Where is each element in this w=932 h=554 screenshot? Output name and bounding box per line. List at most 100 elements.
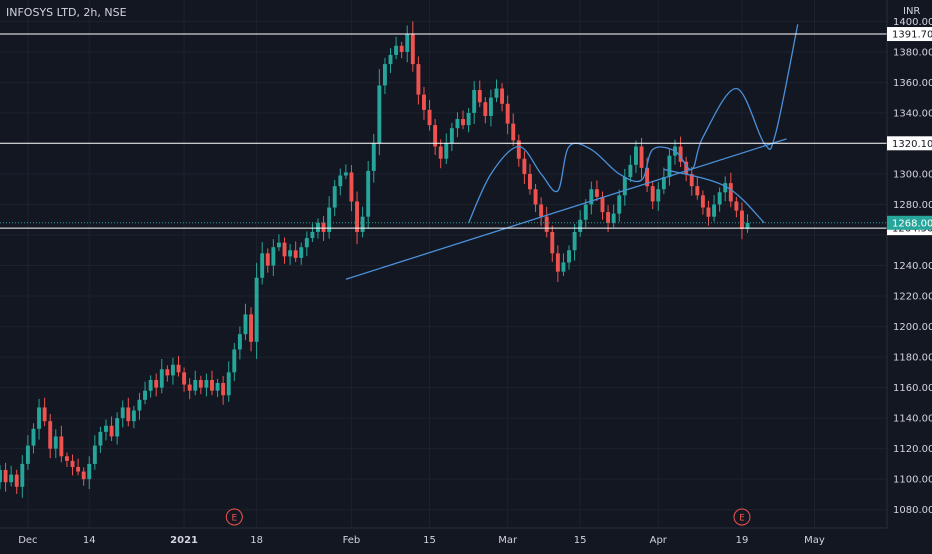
candle[interactable]	[567, 250, 571, 263]
candle[interactable]	[343, 172, 348, 176]
candle[interactable]	[187, 384, 192, 391]
candle[interactable]	[321, 222, 326, 232]
candle[interactable]	[377, 85, 382, 144]
candle[interactable]	[461, 119, 465, 126]
candle[interactable]	[528, 173, 532, 190]
candle[interactable]	[533, 189, 538, 205]
candle[interactable]	[483, 102, 488, 116]
candle[interactable]	[64, 456, 69, 461]
candle[interactable]	[293, 250, 298, 258]
candle[interactable]	[394, 45, 399, 55]
candle[interactable]	[695, 186, 700, 196]
candle[interactable]	[505, 103, 510, 124]
candle[interactable]	[154, 379, 159, 388]
candle[interactable]	[382, 64, 387, 86]
price-axis[interactable]	[887, 0, 932, 528]
candle[interactable]	[667, 155, 672, 178]
candle[interactable]	[594, 189, 599, 197]
time-axis[interactable]	[0, 528, 932, 550]
candle[interactable]	[193, 379, 198, 391]
candle[interactable]	[611, 213, 616, 223]
candle[interactable]	[215, 383, 220, 391]
candle[interactable]	[717, 192, 722, 205]
candle[interactable]	[42, 407, 47, 422]
candle[interactable]	[723, 183, 728, 193]
candle[interactable]	[645, 167, 650, 187]
trendline[interactable]	[345, 138, 787, 280]
candle[interactable]	[316, 222, 320, 232]
candle[interactable]	[237, 334, 242, 350]
candle[interactable]	[182, 372, 187, 385]
candle[interactable]	[0, 470, 2, 483]
candle[interactable]	[9, 474, 14, 483]
candle[interactable]	[176, 364, 181, 373]
candle[interactable]	[494, 88, 499, 98]
candle[interactable]	[98, 431, 103, 446]
candle[interactable]	[20, 463, 25, 487]
candle[interactable]	[578, 219, 583, 232]
candle[interactable]	[399, 45, 404, 52]
candle[interactable]	[165, 369, 170, 376]
candle[interactable]	[221, 383, 226, 396]
candle[interactable]	[500, 88, 505, 104]
candle[interactable]	[422, 94, 426, 110]
candle[interactable]	[226, 372, 231, 396]
candle[interactable]	[606, 212, 611, 223]
candle[interactable]	[438, 146, 443, 159]
candle[interactable]	[332, 186, 337, 208]
candle[interactable]	[656, 189, 661, 202]
candle[interactable]	[427, 109, 432, 126]
candle[interactable]	[488, 97, 493, 116]
candle[interactable]	[126, 407, 131, 422]
candle[interactable]	[25, 445, 30, 464]
candle[interactable]	[37, 407, 42, 429]
candle[interactable]	[48, 421, 53, 449]
candle[interactable]	[511, 123, 516, 141]
candle[interactable]	[416, 64, 421, 95]
candle[interactable]	[678, 146, 683, 162]
earnings-marker[interactable]	[733, 508, 751, 526]
candle[interactable]	[76, 466, 81, 472]
candle[interactable]	[115, 418, 120, 437]
candle[interactable]	[405, 33, 410, 52]
candle[interactable]	[466, 112, 471, 126]
candle[interactable]	[617, 195, 622, 214]
candle[interactable]	[204, 379, 209, 388]
candle[interactable]	[734, 201, 739, 211]
candle[interactable]	[232, 349, 237, 373]
candle[interactable]	[210, 379, 214, 391]
candle[interactable]	[650, 186, 655, 202]
candle[interactable]	[639, 146, 644, 168]
candle[interactable]	[583, 204, 588, 220]
candle[interactable]	[249, 314, 253, 342]
candle[interactable]	[243, 314, 248, 335]
candle[interactable]	[433, 125, 438, 147]
candle[interactable]	[516, 140, 521, 159]
candle[interactable]	[338, 175, 343, 187]
candle[interactable]	[522, 158, 527, 174]
candle[interactable]	[159, 369, 164, 388]
candle[interactable]	[299, 247, 304, 258]
candle[interactable]	[740, 210, 744, 229]
candle[interactable]	[689, 173, 694, 187]
candle[interactable]	[472, 90, 477, 113]
candle[interactable]	[572, 231, 577, 251]
candle[interactable]	[304, 238, 309, 248]
candle[interactable]	[622, 177, 627, 196]
candle[interactable]	[444, 143, 449, 159]
candle[interactable]	[288, 250, 293, 257]
candle[interactable]	[265, 253, 270, 266]
candle[interactable]	[59, 436, 64, 457]
candle[interactable]	[745, 222, 750, 229]
candle[interactable]	[327, 207, 332, 232]
candle[interactable]	[92, 445, 97, 464]
candle[interactable]	[143, 390, 147, 400]
candle[interactable]	[355, 201, 359, 232]
candle[interactable]	[70, 460, 75, 467]
candle[interactable]	[104, 425, 108, 432]
candle[interactable]	[137, 399, 142, 411]
candle[interactable]	[81, 471, 86, 480]
candle[interactable]	[254, 277, 259, 342]
candle[interactable]	[170, 364, 175, 376]
